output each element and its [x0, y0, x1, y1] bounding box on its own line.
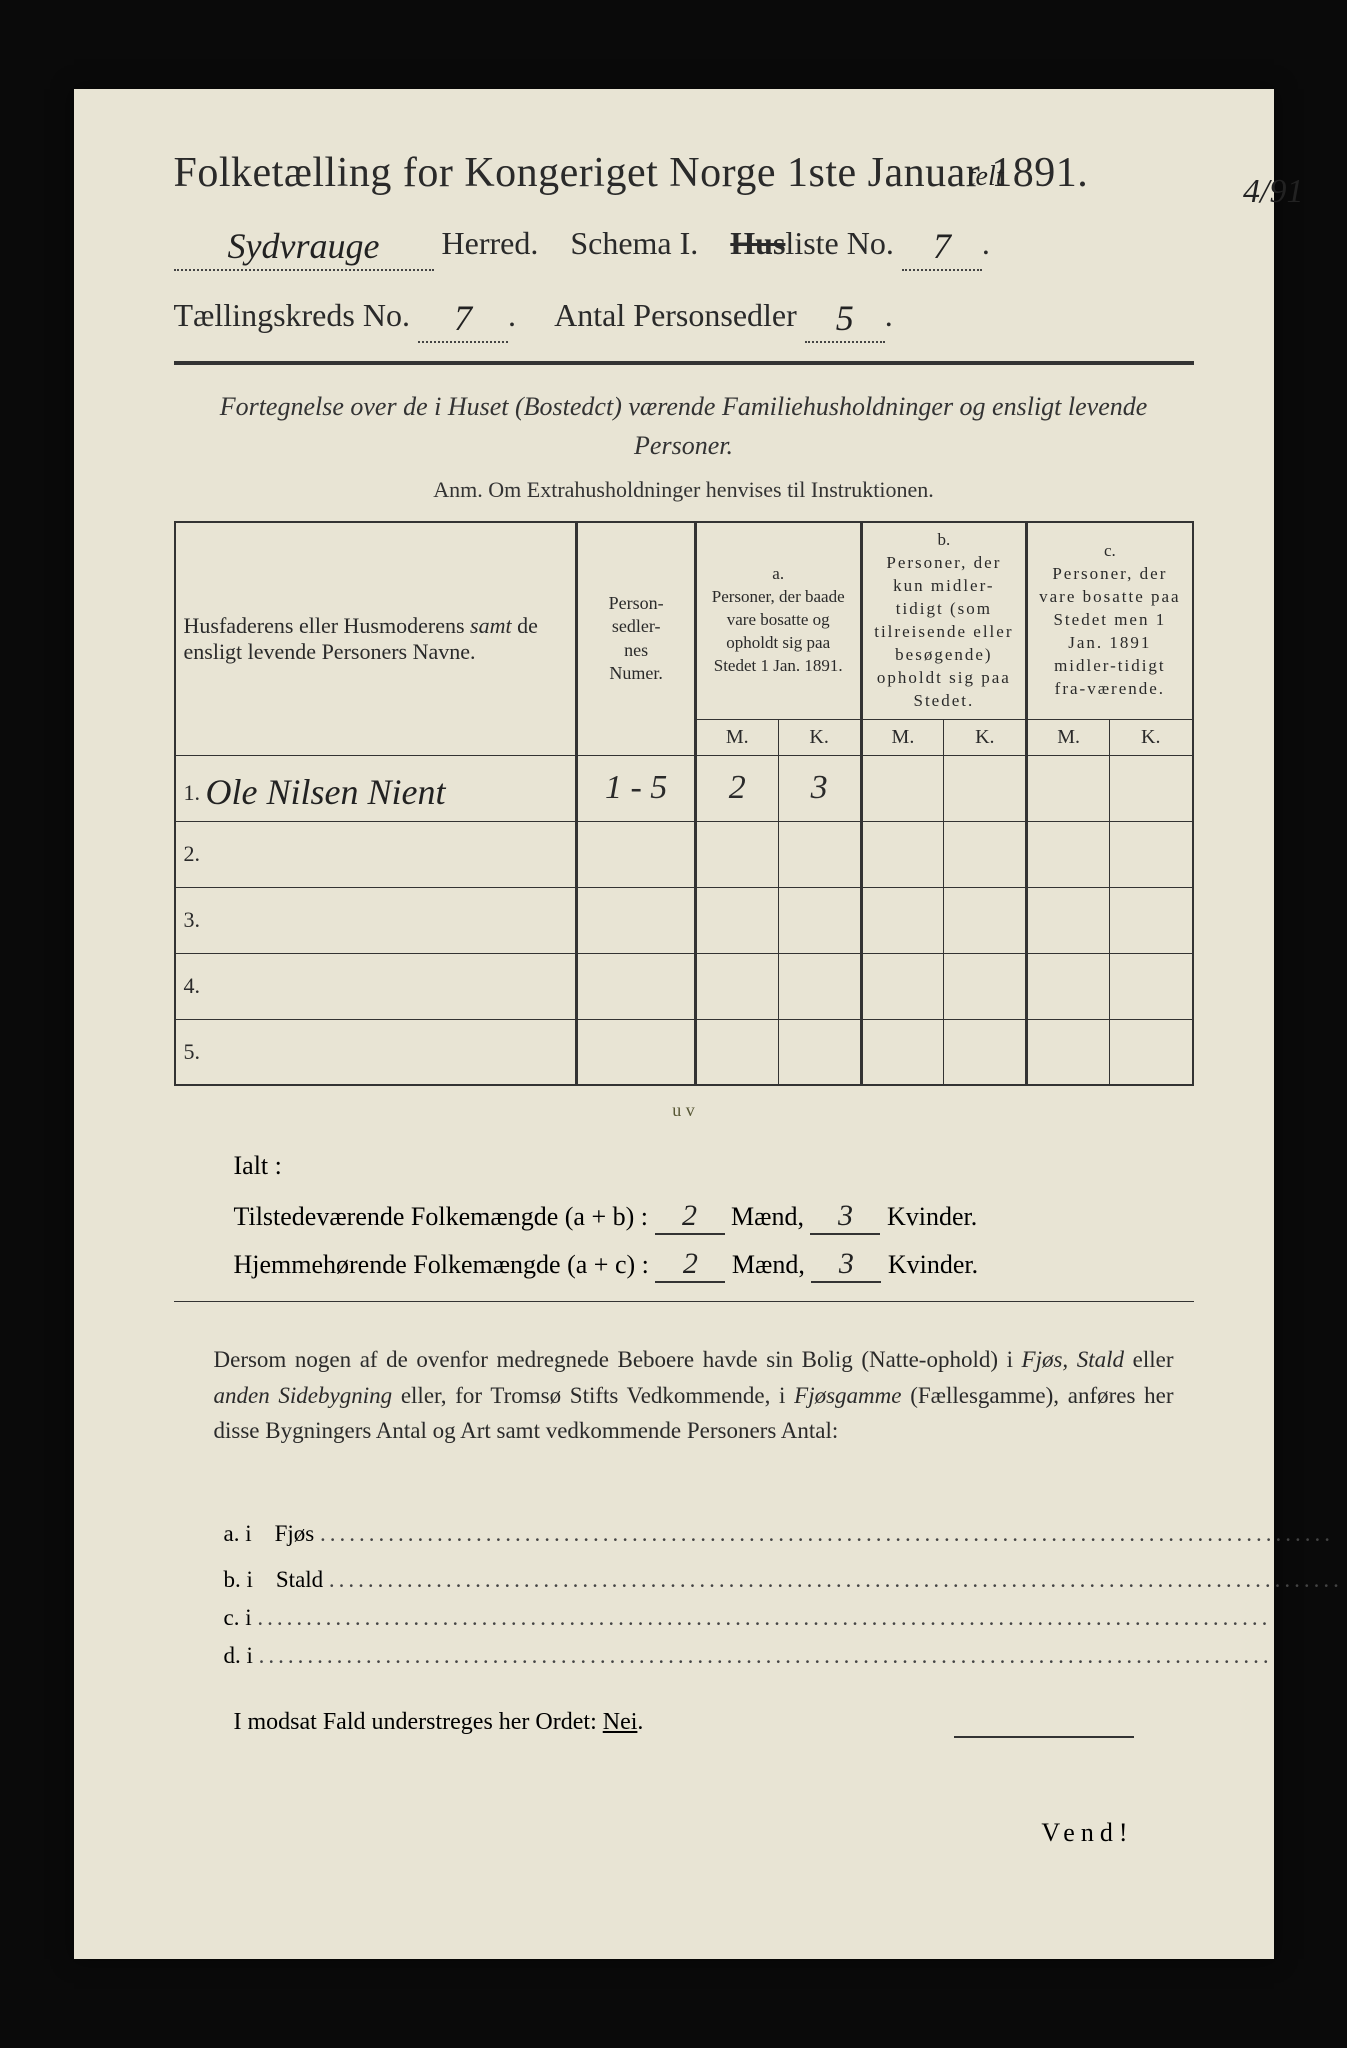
dots: [329, 1567, 1343, 1592]
form-anm: Anm. Om Extrahusholdninger henvises til …: [174, 477, 1194, 503]
dots: [320, 1521, 1334, 1546]
th-ck: K.: [1110, 719, 1193, 755]
maend-1: Mænd,: [731, 1202, 804, 1231]
dots: [257, 1605, 1271, 1630]
th-group-a: a. Personer, der baade vare bosatte og o…: [695, 522, 861, 719]
table-row: 2.: [175, 821, 1193, 887]
hus-struck: Hus: [730, 225, 785, 261]
herred-label: Herred.: [442, 225, 539, 261]
nei-line: I modsat Fald understreges her Ordet: Ne…: [234, 1709, 1194, 1736]
th-cm: M.: [1027, 719, 1110, 755]
th-bk: K.: [944, 719, 1027, 755]
tag-c: c.: [1104, 541, 1116, 560]
sum2-k: 3: [839, 1247, 854, 1280]
th-number: Person-sedler-nesNumer.: [577, 522, 695, 755]
txt-a: Personer, der baade vare bosatte og opho…: [712, 587, 845, 675]
vend-rule: [954, 1736, 1134, 1738]
th-group-b: b. Personer, der kun midler-tidigt (som …: [861, 522, 1027, 719]
txt-c: Personer, der vare bosatte paa Stedet me…: [1039, 564, 1181, 698]
ialt-label: Ialt :: [234, 1151, 1194, 1181]
rule-1: [174, 361, 1194, 365]
form-subtitle: Fortegnelse over de i Huset (Bostedct) v…: [174, 387, 1194, 465]
page-title: Folketælling for Kongeriget Norge 1ste J…: [174, 149, 1194, 197]
kreds-no: 7: [454, 298, 472, 338]
small-marks: u v: [174, 1100, 1194, 1121]
tag-a: a.: [772, 564, 784, 583]
margin-note: 4/91: [1243, 173, 1303, 211]
kvinder-2: Kvinder.: [888, 1250, 978, 1279]
kreds-label: Tællingskreds No.: [174, 297, 410, 333]
dots: [259, 1643, 1273, 1668]
th-names: Husfaderens eller Husmoderens samt de en…: [175, 522, 577, 755]
nei-pre: I modsat Fald understreges her Ordet:: [234, 1709, 603, 1735]
kvinder-1: Kvinder.: [887, 1202, 977, 1231]
th-am: M.: [695, 719, 778, 755]
header-line-2: Sydvrauge Herred. Schema I. Husliste No.…: [174, 215, 1194, 271]
fjos-row: c. i: [214, 1599, 1347, 1637]
schema-label: Schema I.: [570, 225, 698, 261]
annotation-telt: telt: [968, 161, 1004, 193]
fjos-row: b. i Stald 0 0: [214, 1553, 1347, 1599]
census-table: Husfaderens eller Husmoderens samt de en…: [174, 521, 1194, 1086]
sum-line-2: Hjemmehørende Folkemængde (a + c) : 2 Mæ…: [234, 1247, 1194, 1283]
liste-no: 7: [933, 226, 951, 266]
header-line-3: Tællingskreds No. 7. Antal Personsedler …: [174, 287, 1194, 343]
th-bm: M.: [861, 719, 944, 755]
fjos-row: a. i Fjøs 0 0: [214, 1507, 1347, 1553]
txt-b: Personer, der kun midler-tidigt (som til…: [874, 553, 1013, 710]
row-name: 1. Ole Nilsen Nient: [175, 755, 577, 821]
maend-2: Mænd,: [732, 1250, 805, 1279]
table-row: 1. Ole Nilsen Nient 1 - 5 2 3: [175, 755, 1193, 821]
sum1-k: 3: [838, 1199, 853, 1232]
table-row: 5.: [175, 1019, 1193, 1085]
tag-b: b.: [938, 530, 951, 549]
sum2-label: Hjemmehørende Folkemængde (a + c) :: [234, 1250, 649, 1279]
th-ak: K.: [778, 719, 861, 755]
sum2-m: 2: [683, 1247, 698, 1280]
liste-label: liste No.: [785, 225, 893, 261]
antal-label: Antal Personsedler: [554, 297, 797, 333]
fjos-row: d. i: [214, 1637, 1347, 1675]
table-row: 4.: [175, 953, 1193, 1019]
nei-word: Nei: [603, 1709, 638, 1735]
sum-line-1: Tilstedeværende Folkemængde (a + b) : 2 …: [234, 1199, 1194, 1235]
sum1-m: 2: [682, 1199, 697, 1232]
sum1-label: Tilstedeværende Folkemængde (a + b) :: [234, 1202, 649, 1231]
table-row: 3.: [175, 887, 1193, 953]
rule-2: [174, 1301, 1194, 1302]
vend-label: Vend!: [174, 1818, 1194, 1848]
herred-handwritten: Sydvrauge: [228, 226, 380, 266]
building-paragraph: Dersom nogen af de ovenfor medregnede Be…: [214, 1342, 1174, 1449]
buildings-table: Mænd. Kvinder. a. i Fjøs 0 0 b. i Stald …: [214, 1473, 1347, 1675]
census-form-page: Folketælling for Kongeriget Norge 1ste J…: [74, 89, 1274, 1959]
th-group-c: c. Personer, der vare bosatte paa Stedet…: [1027, 522, 1193, 719]
antal-no: 5: [836, 298, 854, 338]
